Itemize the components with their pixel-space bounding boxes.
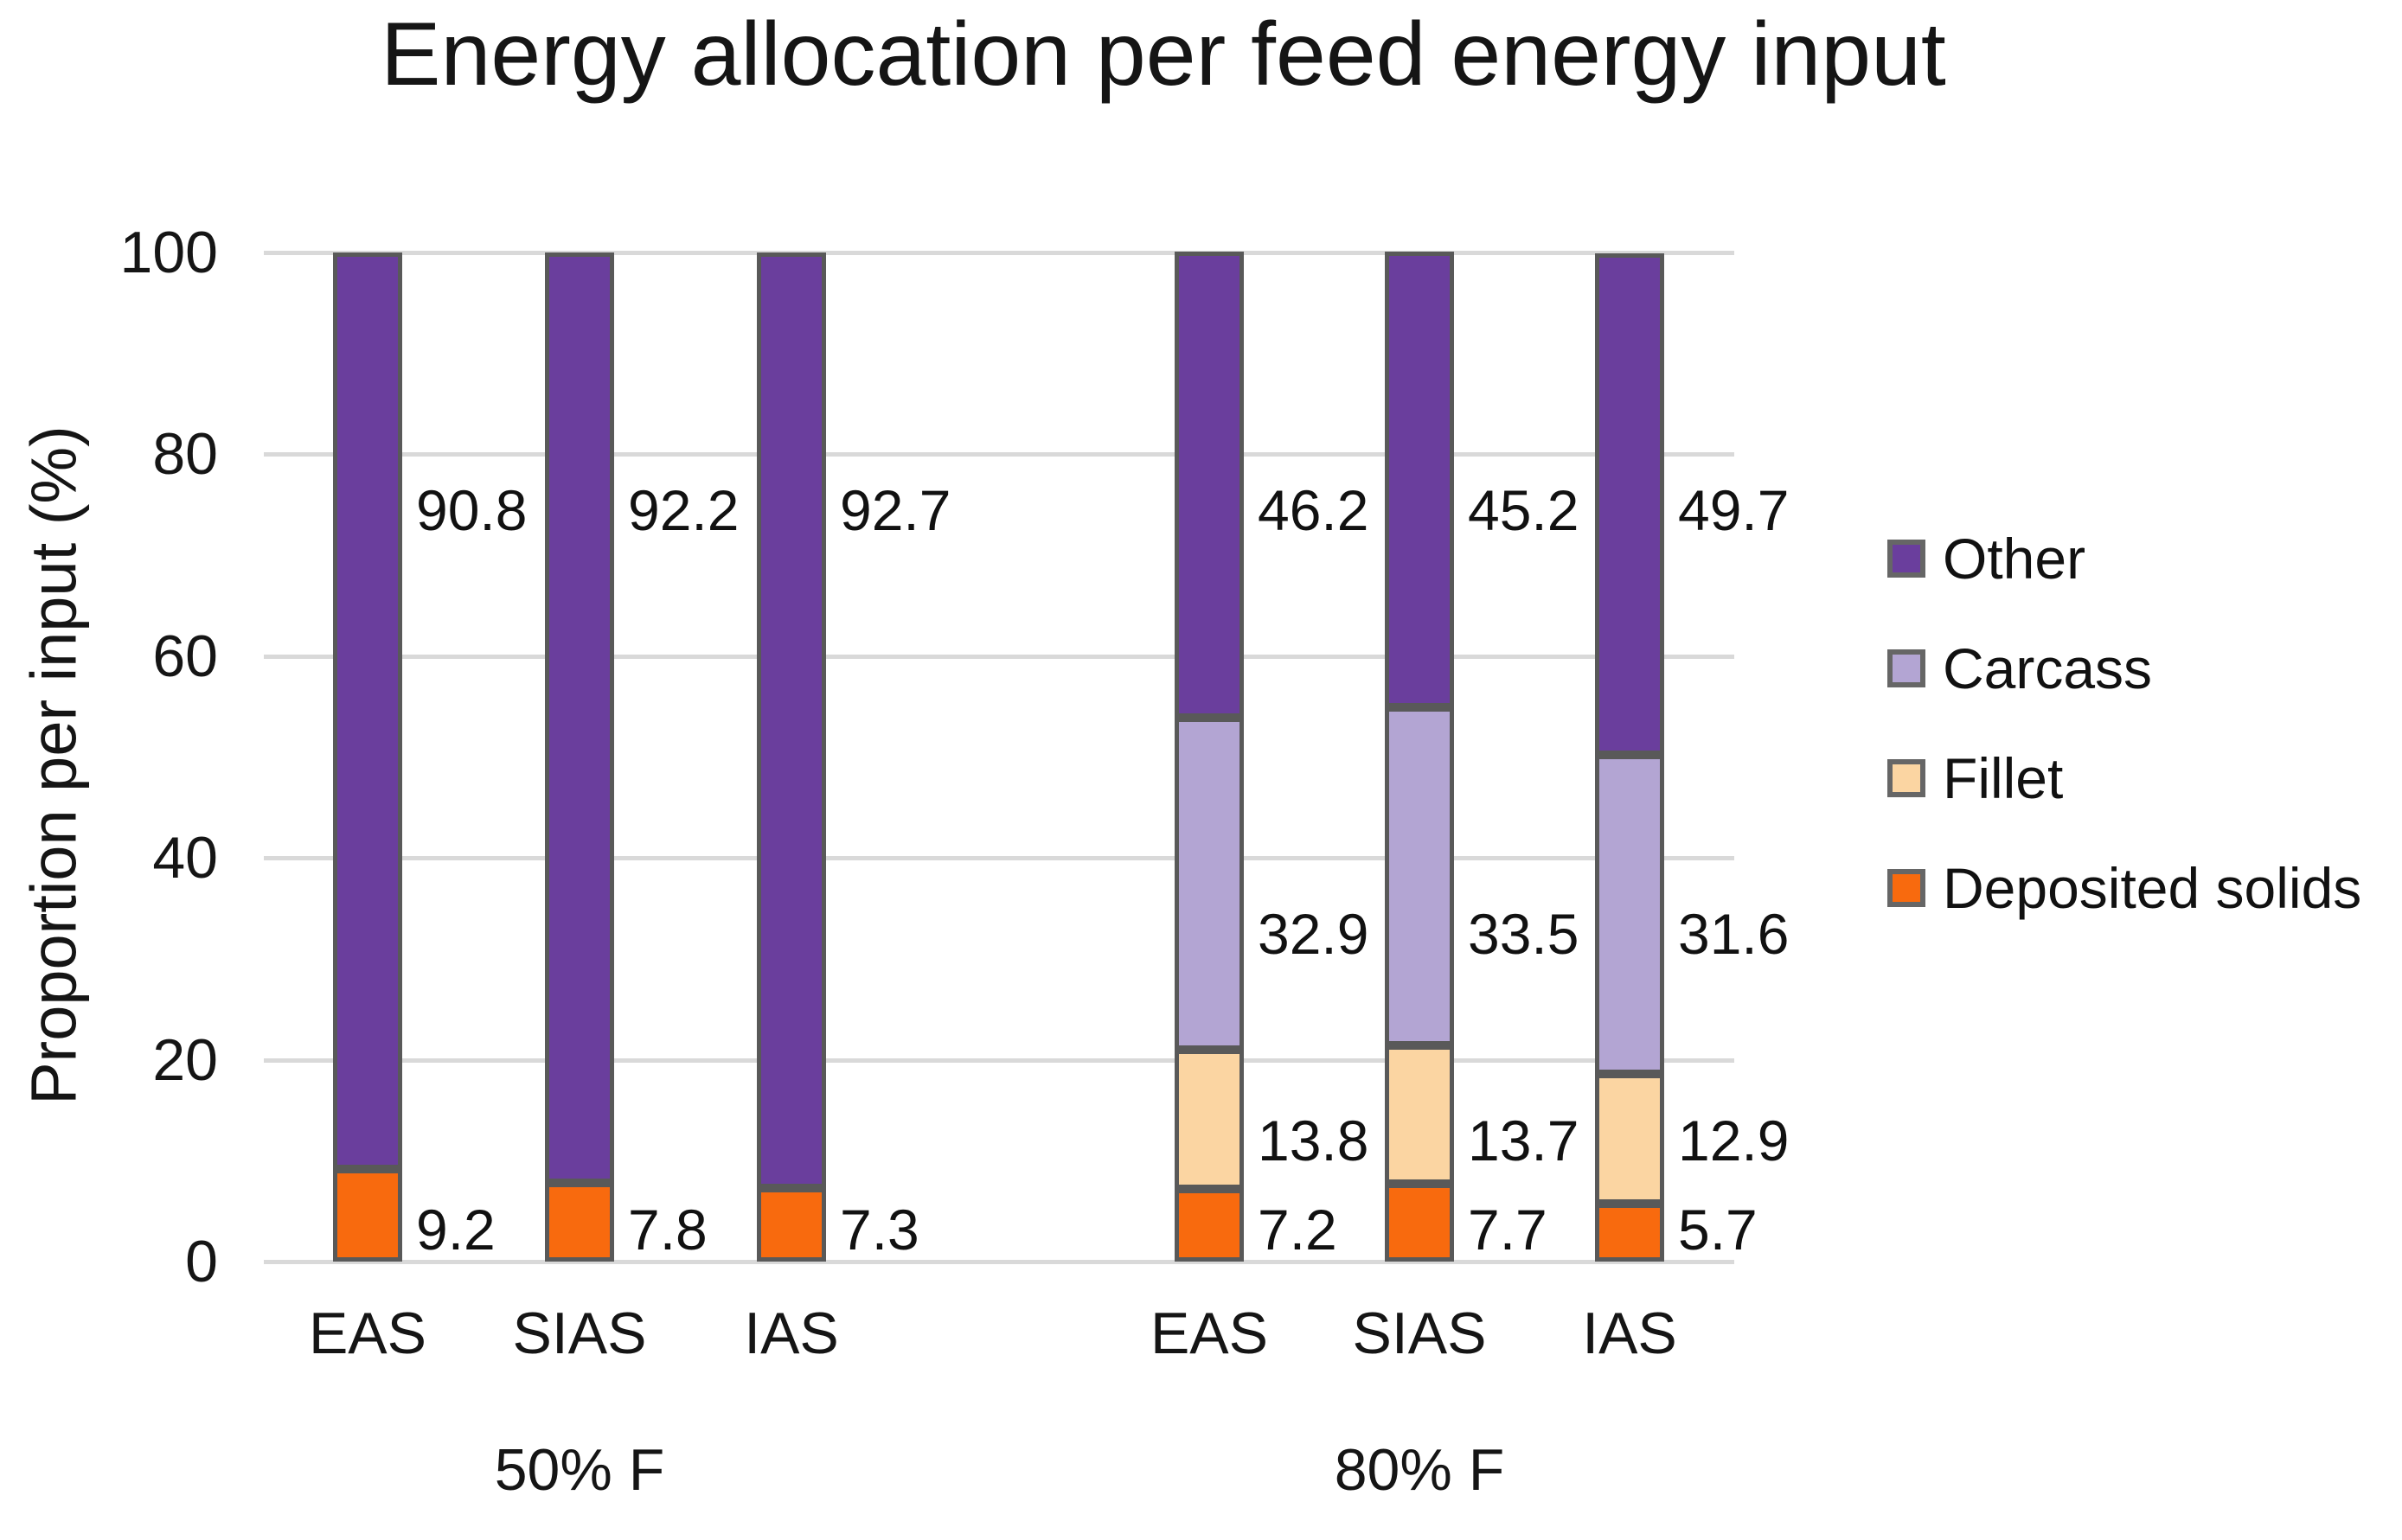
bar-segment-other <box>1595 253 1664 756</box>
bar-segment-deposited-solids <box>333 1168 402 1262</box>
data-label: 31.6 <box>1678 901 1790 966</box>
x-axis-label: SIAS <box>1352 1300 1487 1366</box>
bar-segment-carcass <box>1595 755 1664 1074</box>
gridline <box>264 654 1734 659</box>
x-axis-label: IAS <box>1582 1300 1677 1366</box>
legend-swatch-icon <box>1887 649 1925 687</box>
x-axis-label: SIAS <box>512 1300 647 1366</box>
gridline <box>264 452 1734 457</box>
bar-segment-deposited-solids <box>545 1182 614 1262</box>
group-label: 80% F <box>1334 1437 1505 1503</box>
x-axis-line <box>264 1260 1734 1264</box>
legend-swatch-icon <box>1887 869 1925 907</box>
y-tick-label: 60 <box>152 623 218 689</box>
bar-segment-fillet <box>1595 1073 1664 1205</box>
data-label: 9.2 <box>416 1197 496 1262</box>
legend-label: Other <box>1943 527 2086 591</box>
gridline <box>264 251 1734 255</box>
legend-swatch-icon <box>1887 540 1925 578</box>
data-label: 13.7 <box>1468 1108 1579 1173</box>
y-tick-label: 100 <box>119 220 218 285</box>
bar-segment-deposited-solids <box>757 1187 826 1262</box>
bar-segment-other <box>757 252 826 1188</box>
data-label: 32.9 <box>1258 901 1369 966</box>
legend-label: Carcass <box>1943 636 2153 700</box>
group-label: 50% F <box>494 1437 665 1503</box>
bar-segment-other <box>333 252 402 1169</box>
bar-segment-other <box>545 252 614 1183</box>
y-tick-label: 40 <box>152 825 218 891</box>
x-axis-label: IAS <box>744 1300 839 1366</box>
gridline <box>264 856 1734 861</box>
bar-segment-fillet <box>1385 1045 1454 1185</box>
bar-segment-deposited-solids <box>1595 1204 1664 1262</box>
plot-area <box>264 251 1734 1264</box>
legend-item-deposited-solids: Deposited solids <box>1887 859 2361 917</box>
data-label: 5.7 <box>1678 1197 1758 1262</box>
y-tick-label: 0 <box>185 1229 218 1294</box>
data-label: 7.7 <box>1468 1197 1547 1262</box>
data-label: 92.2 <box>628 477 740 542</box>
y-axis-title: Proportion per input (%) <box>17 425 90 1105</box>
x-axis-label: EAS <box>308 1300 427 1366</box>
data-label: 12.9 <box>1678 1108 1790 1173</box>
chart-title: Energy allocation per feed energy input <box>381 4 1946 105</box>
gridline <box>264 1058 1734 1063</box>
data-label: 33.5 <box>1468 901 1579 966</box>
legend-label: Deposited solids <box>1943 856 2362 920</box>
legend-label: Fillet <box>1943 746 2064 810</box>
data-label: 49.7 <box>1678 477 1790 542</box>
bar-segment-other <box>1175 251 1244 718</box>
data-label: 7.8 <box>628 1197 708 1262</box>
data-label: 7.3 <box>840 1197 919 1262</box>
data-label: 90.8 <box>416 477 528 542</box>
legend-swatch-icon <box>1887 759 1925 797</box>
legend-item-other: Other <box>1887 530 2085 587</box>
bar-segment-deposited-solids <box>1385 1184 1454 1262</box>
data-label: 92.7 <box>840 477 951 542</box>
y-tick-label: 80 <box>152 421 218 488</box>
y-tick-label: 20 <box>152 1026 218 1093</box>
bar-segment-carcass <box>1175 718 1244 1050</box>
legend-item-fillet: Fillet <box>1887 750 2063 807</box>
legend-item-carcass: Carcass <box>1887 640 2152 697</box>
bar-segment-carcass <box>1385 707 1454 1046</box>
data-label: 45.2 <box>1468 477 1579 542</box>
bar-segment-other <box>1385 251 1454 708</box>
bar-segment-deposited-solids <box>1175 1188 1244 1262</box>
x-axis-label: EAS <box>1150 1300 1269 1366</box>
bar-segment-fillet <box>1175 1049 1244 1189</box>
data-label: 46.2 <box>1258 477 1369 542</box>
data-label: 7.2 <box>1258 1197 1337 1262</box>
data-label: 13.8 <box>1258 1108 1369 1173</box>
